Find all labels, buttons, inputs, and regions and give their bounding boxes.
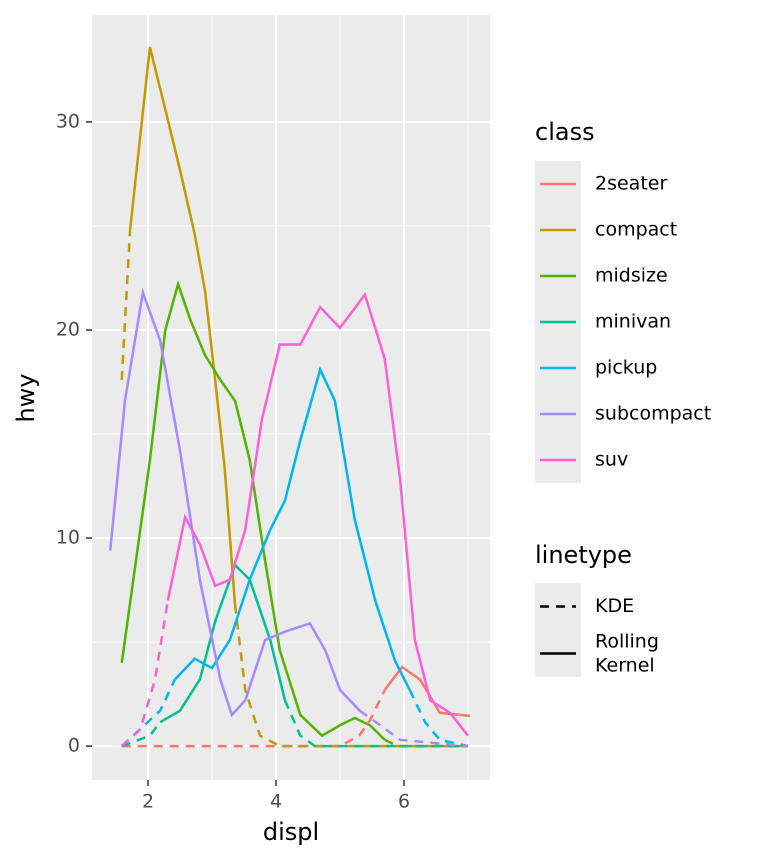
series-line [173,365,411,691]
x-tick-label: 2 [142,791,154,813]
legend-title: linetype [535,541,632,569]
series-line [408,689,469,748]
x-axis-title: displ [263,818,319,846]
y-axis-title: hwy [12,373,40,422]
x-tick-label: 6 [398,791,410,813]
legend-label: pickup [595,357,657,379]
series-line [120,280,386,741]
legend-label: 2seater [595,173,667,195]
legend-title: class [535,118,595,146]
series-line [128,46,237,605]
legend-label: suv [595,449,628,471]
legend-key-bg [535,583,581,677]
series-line [120,600,170,748]
legend-label: midsize [595,265,668,287]
series-line [384,738,468,748]
legend-label: KDE [595,595,634,617]
y-tick-label: 30 [56,110,80,132]
legend-label: compact [595,219,677,241]
legend-label: subcompact [595,403,711,425]
legend-label: Rolling Kernel [595,630,659,676]
y-tick-label: 20 [56,318,80,340]
y-tick-label: 10 [56,527,80,549]
series-line [166,291,469,737]
panel [92,15,490,780]
x-tick-label: 4 [270,791,282,813]
legend-label: minivan [595,311,671,333]
series-line [108,287,361,718]
series-line [283,699,468,748]
series-line [159,562,287,724]
y-tick-label: 0 [68,735,80,757]
series-line [359,709,469,748]
series-line [121,689,386,748]
